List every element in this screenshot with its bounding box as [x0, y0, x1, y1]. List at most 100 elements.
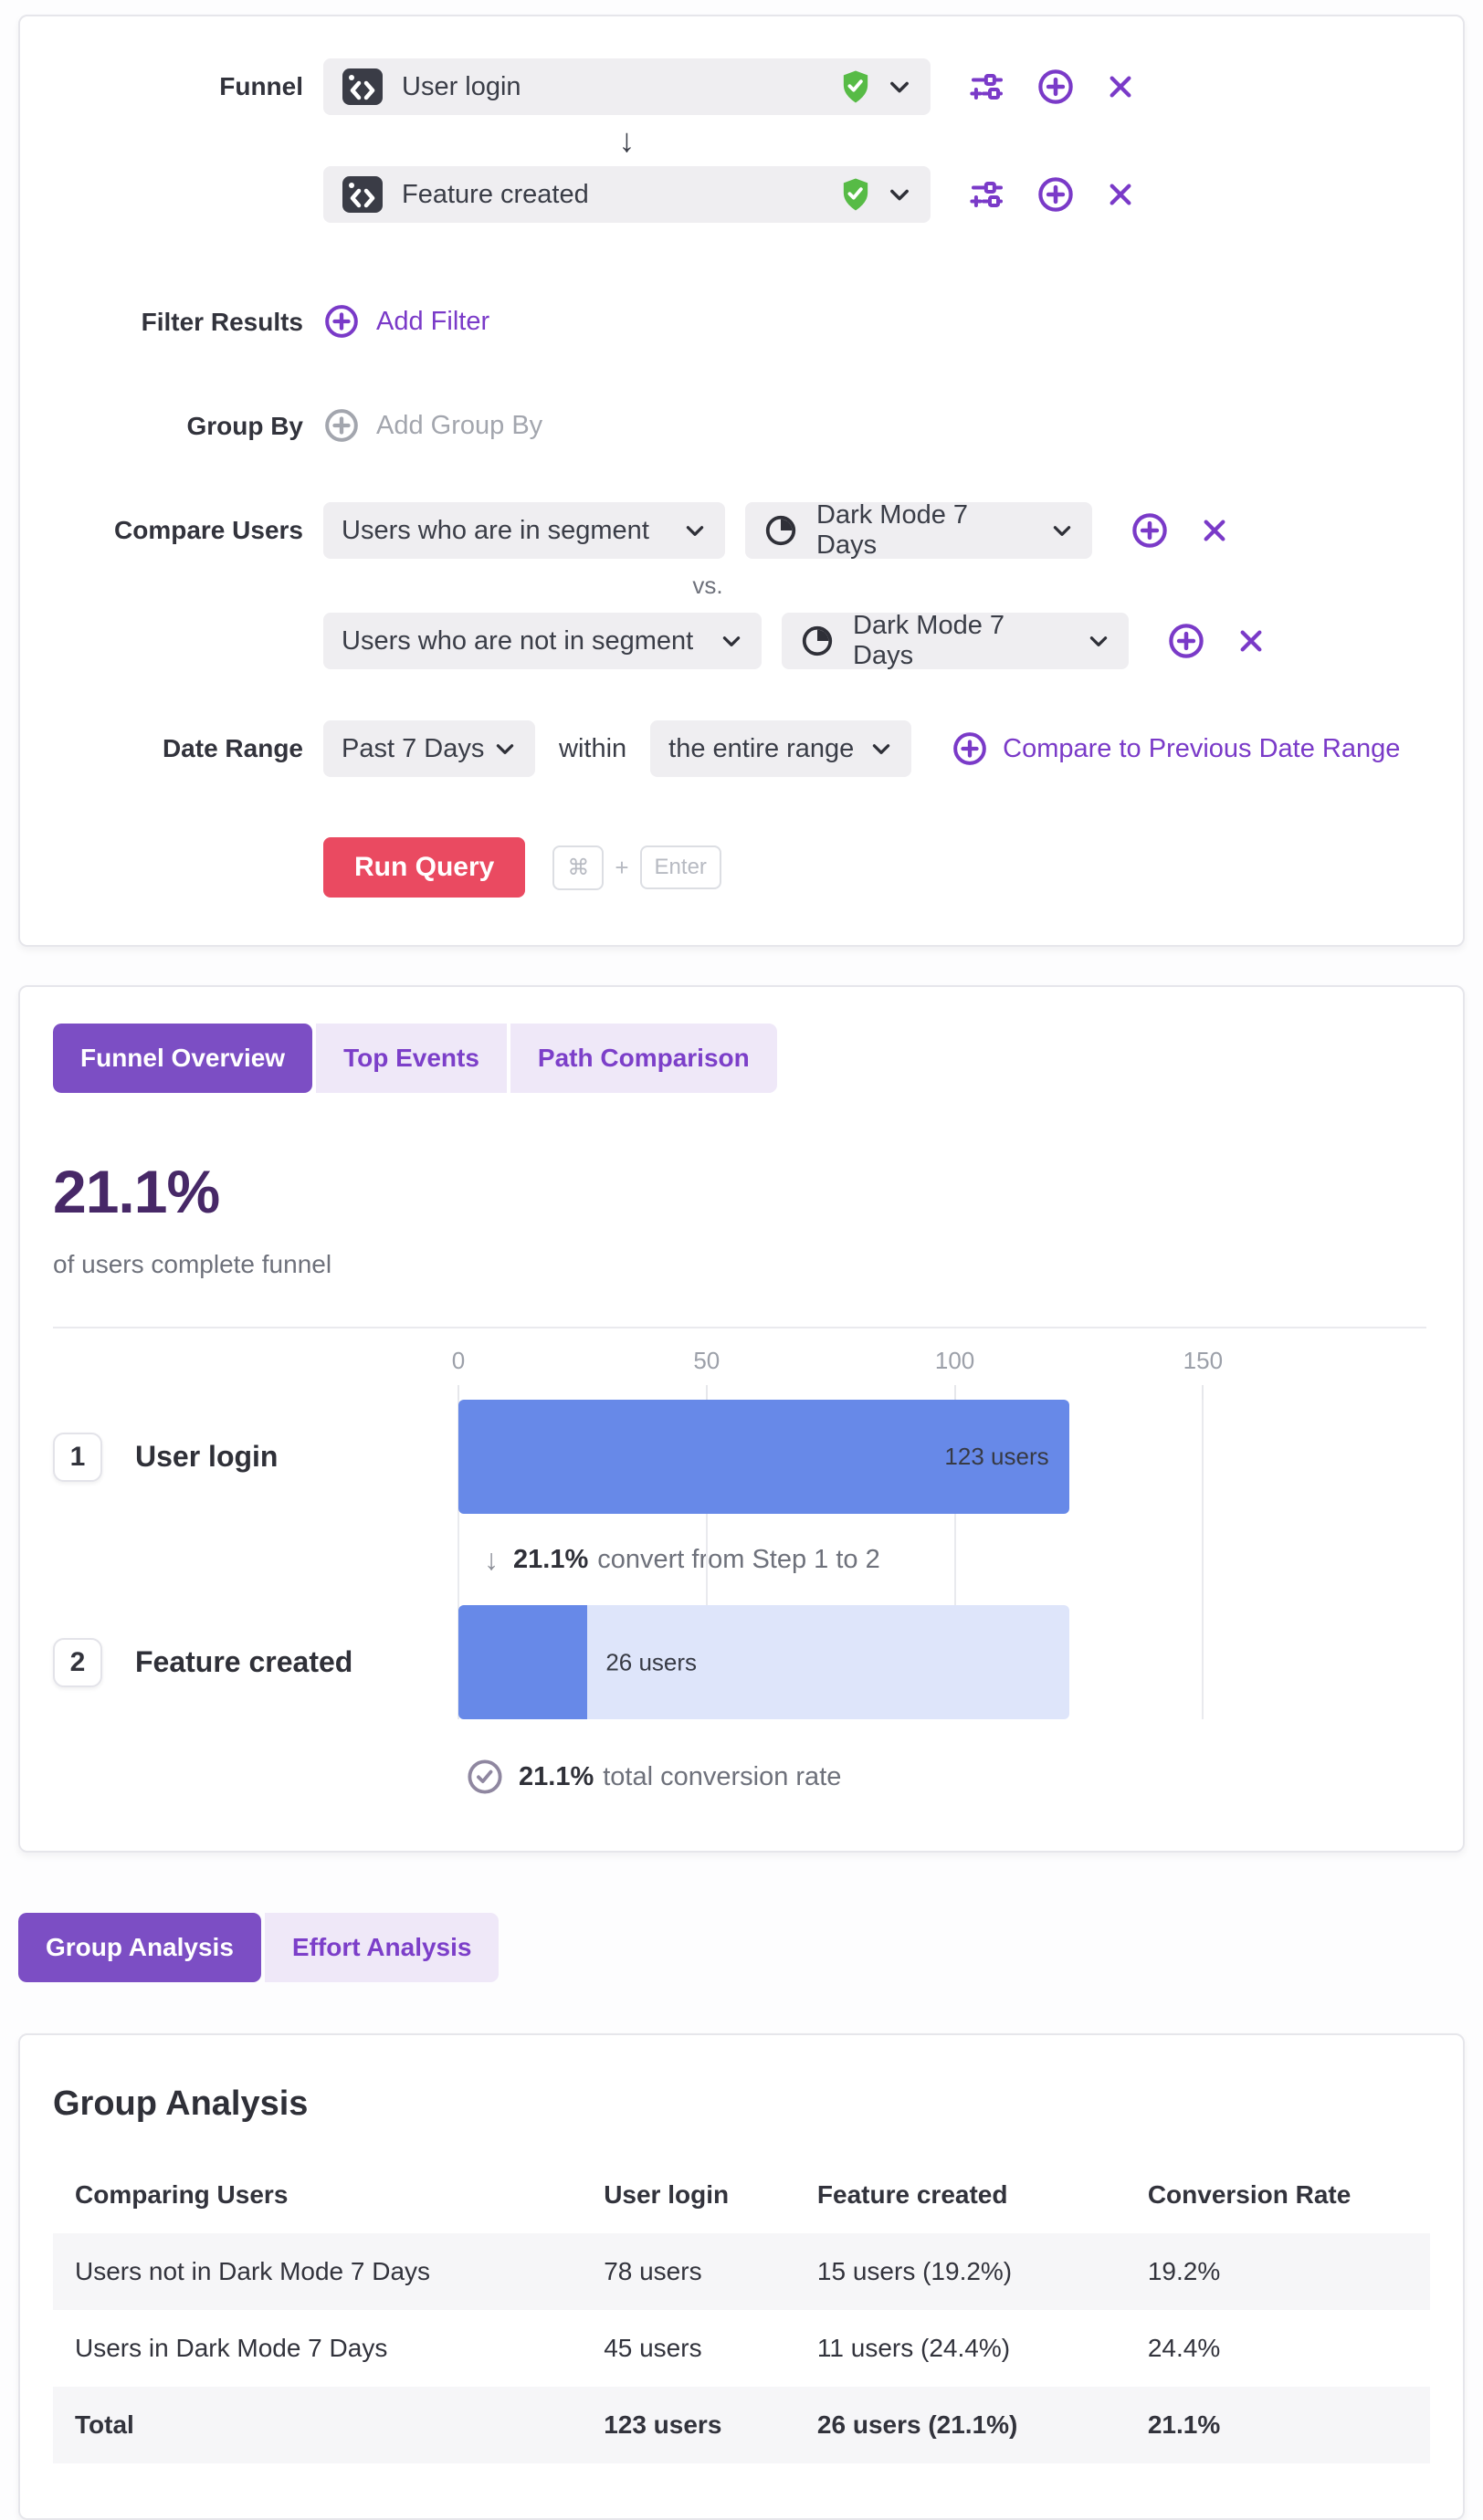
add-step-button[interactable]: [1036, 68, 1075, 106]
run-query-button[interactable]: Run Query: [323, 837, 526, 898]
table-row: Users not in Dark Mode 7 Days 78 users 1…: [53, 2233, 1430, 2310]
step-conversion-text: convert from Step 1 to 2: [597, 1544, 880, 1574]
remove-step-button[interactable]: [1106, 72, 1135, 101]
enter-keycap: Enter: [639, 845, 721, 889]
cell-user-login: 78 users: [604, 2257, 702, 2285]
cell-group: Users not in Dark Mode 7 Days: [75, 2257, 431, 2285]
cell-group: Total: [75, 2410, 134, 2439]
col-header-comparing-users: Comparing Users: [75, 2180, 289, 2209]
step-1-bar-value: 123 users: [944, 1443, 1049, 1470]
funnel-chart: 1 User login 2 Feature created 0 50 100 …: [53, 1347, 1426, 1796]
step-2-name: Feature created: [135, 1645, 353, 1678]
segment-select-2[interactable]: Dark Mode 7 Days: [782, 611, 1129, 670]
chevron-down-icon: [887, 74, 912, 100]
audience-value: Users who are in segment: [342, 515, 649, 545]
run-query-row: Run Query ⌘ + Enter: [20, 777, 1463, 898]
tab-group-analysis[interactable]: Group Analysis: [18, 1913, 261, 1982]
x-tick: 100: [934, 1347, 975, 1374]
verified-shield-icon: [839, 177, 872, 212]
tab-path-comparison[interactable]: Path Comparison: [510, 1024, 777, 1093]
audience-select-2[interactable]: Users who are not in segment: [323, 613, 762, 669]
remove-compare-button[interactable]: [1236, 626, 1266, 656]
compare-previous-button[interactable]: Compare to Previous Date Range: [952, 730, 1400, 767]
event-code-icon: [342, 66, 384, 108]
gridline: [705, 1400, 708, 1719]
gridline: [458, 1400, 459, 1719]
event-select-1[interactable]: User login: [323, 58, 931, 115]
circle-plus-icon: [953, 732, 986, 765]
chevron-down-icon: [720, 629, 743, 653]
cell-feature-created: 11 users (24.4%): [816, 2334, 1011, 2362]
remove-step-button[interactable]: [1106, 180, 1135, 209]
step-arrow-icon: ↓: [618, 121, 636, 159]
results-tabs: Funnel Overview Top Events Path Comparis…: [53, 1024, 777, 1093]
cell-conversion-rate: 24.4%: [1147, 2334, 1221, 2362]
col-header-conversion-rate: Conversion Rate: [1147, 2180, 1352, 2209]
analysis-tabs: Group Analysis Effort Analysis: [18, 1913, 500, 1982]
step-filter-settings-button[interactable]: [969, 68, 1005, 105]
verified-shield-icon: [839, 69, 872, 104]
cell-conversion-rate: 21.1%: [1147, 2410, 1221, 2439]
circle-plus-icon: [1169, 624, 1204, 658]
step-2-bar-value: 26 users: [605, 1648, 698, 1675]
funnel-results-card: Funnel Overview Top Events Path Comparis…: [18, 985, 1465, 1853]
sliders-plus-icon: [970, 182, 1003, 208]
circle-plus-icon: [325, 409, 358, 442]
date-range-value: Past 7 Days: [342, 733, 485, 763]
compare-users-label: Compare Users: [114, 516, 303, 544]
circle-plus-icon: [1132, 513, 1167, 548]
x-icon: [1110, 76, 1131, 98]
event-name: Feature created: [402, 179, 589, 209]
vs-label: vs.: [692, 572, 723, 599]
funnel-step-1: User login: [323, 58, 1463, 115]
add-step-button[interactable]: [1036, 175, 1075, 214]
event-name: User login: [402, 71, 521, 101]
conversion-caption: of users complete funnel: [53, 1250, 332, 1278]
add-filter-button[interactable]: Add Filter: [323, 294, 1463, 340]
tab-funnel-overview[interactable]: Funnel Overview: [53, 1024, 313, 1093]
group-by-label: Group By: [186, 412, 303, 440]
cmd-keycap: ⌘: [552, 845, 605, 890]
total-conversion-text: total conversion rate: [603, 1761, 842, 1791]
event-select-2[interactable]: Feature created: [323, 166, 931, 223]
cell-feature-created: 15 users (19.2%): [816, 2257, 1013, 2285]
segment-select-1[interactable]: Dark Mode 7 Days: [745, 500, 1092, 560]
step-1-badge: 1: [53, 1432, 102, 1482]
group-analysis-table: Comparing Users User login Feature creat…: [53, 2164, 1430, 2463]
divider: [53, 1327, 1426, 1328]
date-range-label: Date Range: [162, 734, 303, 762]
audience-select-1[interactable]: Users who are in segment: [323, 502, 725, 559]
step-conversion-rate: 21.1%: [513, 1544, 589, 1574]
step-2-badge: 2: [53, 1637, 102, 1687]
step-filter-settings-button[interactable]: [969, 176, 1005, 213]
gridline: [953, 1400, 956, 1719]
add-compare-button[interactable]: [1167, 622, 1205, 660]
funnel-row: Funnel User login: [20, 58, 1463, 223]
x-tick: 0: [451, 1347, 466, 1374]
segment-value: Dark Mode 7 Days: [853, 611, 1005, 670]
tab-effort-analysis[interactable]: Effort Analysis: [264, 1913, 500, 1982]
gridline: [1202, 1400, 1204, 1719]
remove-compare-button[interactable]: [1200, 516, 1229, 545]
table-header-row: Comparing Users User login Feature creat…: [53, 2164, 1430, 2233]
chevron-down-icon: [493, 737, 517, 761]
date-range-select[interactable]: Past 7 Days: [323, 720, 535, 777]
circle-plus-icon: [325, 305, 358, 338]
total-conversion-rate: 21.1%: [519, 1761, 594, 1791]
window-select[interactable]: the entire range: [650, 720, 912, 777]
x-tick: 50: [693, 1347, 720, 1374]
keyboard-shortcut-hint: ⌘ + Enter: [552, 845, 721, 890]
cell-user-login: 123 users: [604, 2410, 722, 2439]
tab-top-events[interactable]: Top Events: [316, 1024, 507, 1093]
funnel-step-2: Feature created: [323, 166, 1463, 223]
table-total-row: Total 123 users 26 users (21.1%) 21.1%: [53, 2387, 1430, 2463]
step-1-label-row: 1 User login: [53, 1400, 458, 1514]
compare-row-1: Users who are in segment Dark Mode 7 Day…: [323, 500, 1463, 560]
x-tick: 150: [1183, 1347, 1224, 1374]
add-group-by-button[interactable]: Add Group By: [323, 398, 1463, 444]
circle-plus-icon: [1038, 69, 1073, 104]
group-by-row: Group By Add Group By: [20, 398, 1463, 444]
add-compare-button[interactable]: [1131, 511, 1169, 550]
table-row: Users in Dark Mode 7 Days 45 users 11 us…: [53, 2310, 1430, 2387]
step-1-name: User login: [135, 1440, 279, 1473]
